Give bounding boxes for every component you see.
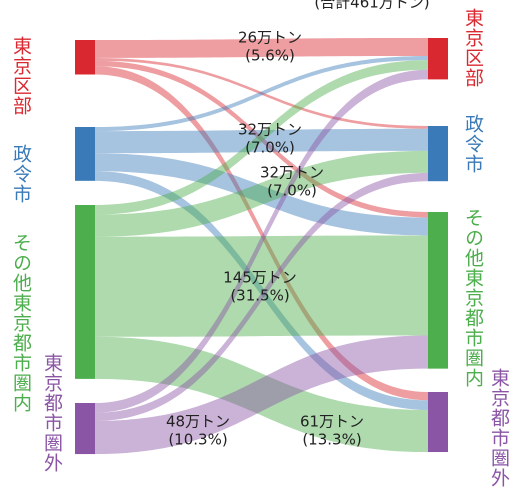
flow [95, 150, 428, 237]
flow-label: (31.5%) [230, 287, 289, 305]
flow [95, 171, 428, 410]
target-node-label: その他東京都市圏内 [462, 208, 484, 388]
flow-label: 48万トン [166, 413, 230, 431]
flow-label: 145万トン [223, 269, 297, 287]
source-node-label: 政令市 [10, 144, 32, 204]
target-node [428, 38, 448, 80]
flow [95, 66, 428, 401]
flow [95, 60, 428, 218]
flow-label: 32万トン [260, 164, 324, 182]
flow [95, 57, 428, 129]
flow-label: 61万トン [300, 413, 364, 431]
source-node-label: 東京都市圏外 [41, 353, 63, 473]
flow-label: 32万トン [238, 121, 302, 139]
target-node [428, 126, 448, 182]
flow [95, 55, 428, 132]
flow [95, 69, 428, 413]
chart-title: (合計461万トン) [314, 0, 429, 12]
flow [95, 153, 428, 236]
source-node [75, 205, 95, 379]
flow [95, 172, 428, 421]
links [95, 38, 428, 455]
target-node-label: 東京都市圏外 [488, 368, 510, 487]
target-node [428, 392, 448, 453]
flow [95, 335, 428, 455]
flow-label: 26万トン [238, 29, 302, 47]
flow [95, 38, 428, 58]
source-node [75, 403, 95, 455]
target-node-label: 東京区部 [462, 8, 484, 88]
source-node [75, 127, 95, 181]
target-node [428, 212, 448, 369]
flow-label: (10.3%) [168, 431, 227, 449]
flow [95, 336, 428, 453]
source-node-label: その他東京都市圏内 [10, 233, 32, 413]
flow [95, 60, 428, 215]
target-node-label: 政令市 [462, 114, 484, 174]
flow-label: (5.6%) [245, 47, 295, 65]
source-node [75, 40, 95, 75]
flow-label: (7.0%) [245, 139, 295, 157]
flow-label: (7.0%) [267, 182, 317, 200]
flow-label: (13.3%) [302, 431, 361, 449]
flow [95, 235, 428, 337]
source-node-label: 東京区部 [10, 36, 32, 116]
flow [95, 128, 428, 154]
